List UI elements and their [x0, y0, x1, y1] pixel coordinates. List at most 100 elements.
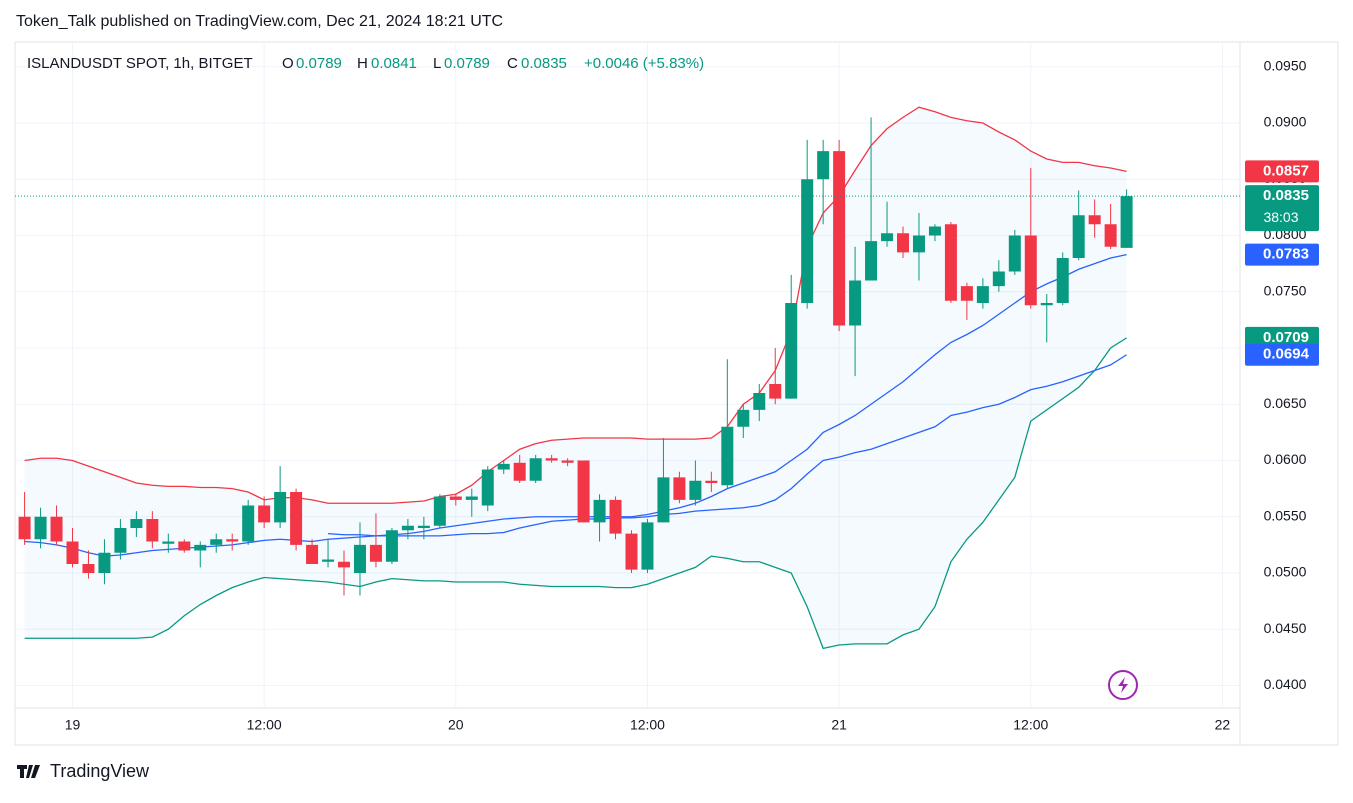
- candle-body: [705, 480, 718, 483]
- price-tag: [1245, 160, 1319, 183]
- candle-body: [1088, 215, 1101, 225]
- candle-body: [1120, 196, 1133, 248]
- candle-body: [657, 477, 670, 523]
- price-tag-label: 0.0857: [1263, 162, 1309, 179]
- icon-bolt: [1118, 677, 1128, 693]
- legend-o-label: O: [282, 55, 294, 72]
- candle-body: [753, 393, 766, 410]
- candle-body: [385, 530, 398, 562]
- legend-l-label: L: [433, 55, 441, 72]
- y-tick-label: 0.0600: [1264, 451, 1307, 467]
- candle-body: [82, 564, 95, 573]
- candle-body: [561, 460, 574, 463]
- price-tag-label: 0.0783: [1263, 246, 1309, 263]
- y-tick-label: 0.0550: [1264, 507, 1307, 523]
- candle-body: [258, 505, 271, 523]
- publish-header: Token_Talk published on TradingView.com,…: [16, 13, 503, 30]
- candle-body: [641, 522, 654, 570]
- candle-body: [130, 519, 143, 528]
- candle-body: [785, 303, 798, 399]
- legend-l: 0.0789: [444, 55, 490, 72]
- candle-body: [529, 458, 542, 481]
- indicator-line: [24, 337, 1127, 650]
- candle-body: [322, 559, 335, 562]
- candle-body: [928, 226, 941, 236]
- y-tick-label: 0.0450: [1264, 620, 1307, 636]
- price-tag-label: 0.0694: [1263, 346, 1310, 363]
- price-tag: [1245, 343, 1319, 366]
- candle-body: [146, 519, 159, 542]
- candle-body: [1104, 224, 1117, 247]
- footer-logo: TradingView: [17, 761, 150, 781]
- x-tick-label: 19: [65, 717, 81, 733]
- candle-body: [465, 496, 478, 500]
- candle-body: [401, 525, 414, 531]
- candle-body: [98, 552, 111, 573]
- price-tag: [1245, 243, 1319, 266]
- footer-text: TradingView: [50, 761, 150, 781]
- x-tick-label: 12:00: [630, 717, 665, 733]
- candle-body: [625, 533, 638, 570]
- legend-c-label: C: [507, 55, 518, 72]
- x-tick-label: 22: [1215, 717, 1231, 733]
- candle-body: [737, 409, 750, 427]
- candle-body: [689, 480, 702, 500]
- logo-mark: [17, 765, 40, 778]
- candle-body: [50, 516, 63, 542]
- candle-body: [833, 151, 846, 326]
- price-tag: [1245, 185, 1319, 232]
- candle-body: [513, 462, 526, 481]
- legend-symbol: ISLANDUSDT SPOT, 1h, BITGET: [27, 55, 253, 72]
- candle-body: [306, 544, 319, 564]
- candle-body: [1024, 235, 1037, 306]
- candle-body: [1056, 258, 1069, 303]
- y-tick-label: 0.0650: [1264, 395, 1307, 411]
- legend-h-label: H: [357, 55, 368, 72]
- price-tag-label: 0.0709: [1263, 329, 1309, 346]
- legend-c: 0.0835: [521, 55, 567, 72]
- brand-icon: [1108, 670, 1138, 700]
- candle-body: [369, 544, 382, 562]
- y-tick-label: 0.0500: [1264, 564, 1307, 580]
- candle-body: [801, 179, 814, 303]
- candle-body: [545, 458, 558, 461]
- x-tick-label: 12:00: [247, 717, 282, 733]
- candle-body: [1008, 235, 1021, 272]
- candle-body: [66, 541, 79, 564]
- candle-body: [338, 561, 351, 568]
- x-tick-label: 21: [831, 717, 847, 733]
- candle-body: [290, 492, 303, 545]
- candle-body: [194, 544, 207, 551]
- candle-body: [976, 286, 989, 303]
- candle-body: [960, 286, 973, 301]
- indicator-line: [24, 106, 1127, 504]
- candle-body: [178, 541, 191, 551]
- candle-body: [721, 426, 734, 486]
- candle-body: [577, 460, 590, 523]
- candle-body: [433, 496, 446, 526]
- candle-body: [849, 280, 862, 326]
- candle-body: [897, 233, 910, 253]
- candle-body: [881, 233, 894, 242]
- candle-body: [417, 525, 430, 528]
- legend-change: +0.0046 (+5.83%): [584, 55, 704, 72]
- candle-body: [210, 539, 223, 545]
- y-tick-label: 0.0950: [1264, 57, 1307, 73]
- price-tag: [1245, 326, 1319, 349]
- candle-body: [1040, 303, 1053, 306]
- candle-body: [817, 151, 830, 180]
- candle-body: [497, 463, 510, 470]
- legend-o: 0.0789: [296, 55, 342, 72]
- candle-body: [449, 496, 462, 500]
- candle-body: [593, 499, 606, 523]
- candle-body: [226, 539, 239, 542]
- icon-circle: [1108, 670, 1138, 700]
- candle-body: [18, 516, 31, 540]
- x-tick-label: 20: [448, 717, 464, 733]
- candle-body: [353, 544, 366, 573]
- candle-body: [242, 505, 255, 542]
- candle-body: [162, 541, 175, 544]
- indicator-line: [24, 253, 1127, 557]
